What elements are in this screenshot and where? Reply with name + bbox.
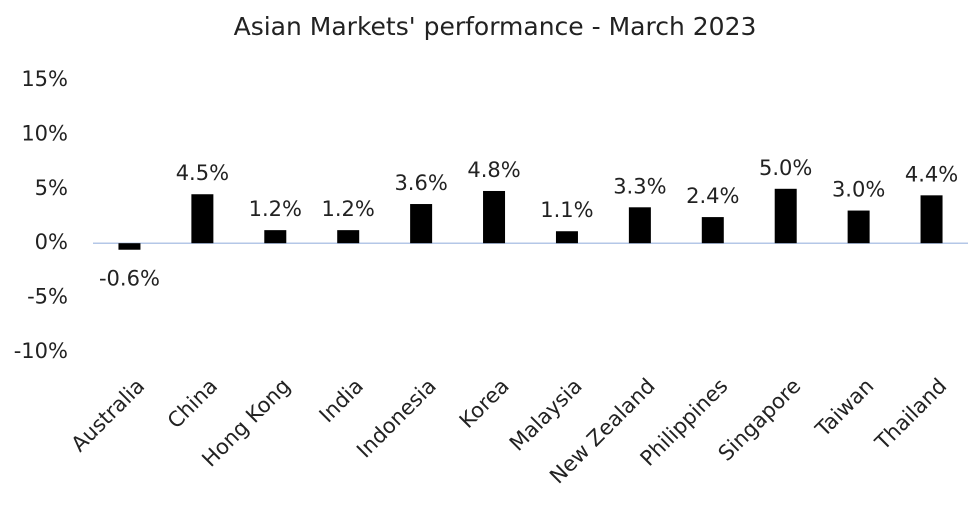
bar: [337, 230, 360, 244]
bar: [701, 217, 724, 244]
value-label: 3.6%: [394, 171, 447, 195]
value-label: 2.4%: [686, 184, 739, 208]
bar: [847, 210, 870, 244]
chart-title: Asian Markets' performance - March 2023: [234, 12, 757, 41]
y-tick-label: -10%: [14, 339, 68, 363]
x-tick-label: China: [163, 374, 222, 433]
bar: [774, 188, 797, 244]
y-tick-label: 15%: [21, 67, 68, 91]
x-tick-label: Australia: [67, 374, 150, 457]
y-tick-label: 5%: [35, 176, 68, 200]
value-label: 4.4%: [905, 162, 958, 186]
bar: [920, 195, 943, 244]
x-tick-label: Korea: [455, 374, 514, 433]
value-label: 1.1%: [540, 198, 593, 222]
bar: [555, 231, 578, 244]
bar: [264, 230, 287, 244]
bar: [191, 194, 214, 244]
y-tick-label: 10%: [21, 121, 68, 145]
y-tick-label: -5%: [27, 285, 68, 309]
value-label: -0.6%: [99, 267, 160, 291]
value-label: 1.2%: [322, 197, 375, 221]
value-label: 3.0%: [832, 178, 885, 202]
x-tick-label: Taiwan: [810, 374, 878, 442]
bar: [628, 207, 651, 244]
x-tick-label: Indonesia: [352, 374, 441, 463]
value-label: 1.2%: [249, 197, 302, 221]
value-label: 4.5%: [176, 161, 229, 185]
bar: [483, 190, 506, 244]
y-tick-label: 0%: [35, 230, 68, 254]
x-tick-label: India: [315, 374, 368, 427]
value-label: 4.8%: [467, 158, 520, 182]
value-label: 3.3%: [613, 174, 666, 198]
bar: [410, 204, 433, 244]
value-label: 5.0%: [759, 156, 812, 180]
bar: [118, 243, 141, 250]
x-tick-label: Thailand: [870, 374, 951, 455]
